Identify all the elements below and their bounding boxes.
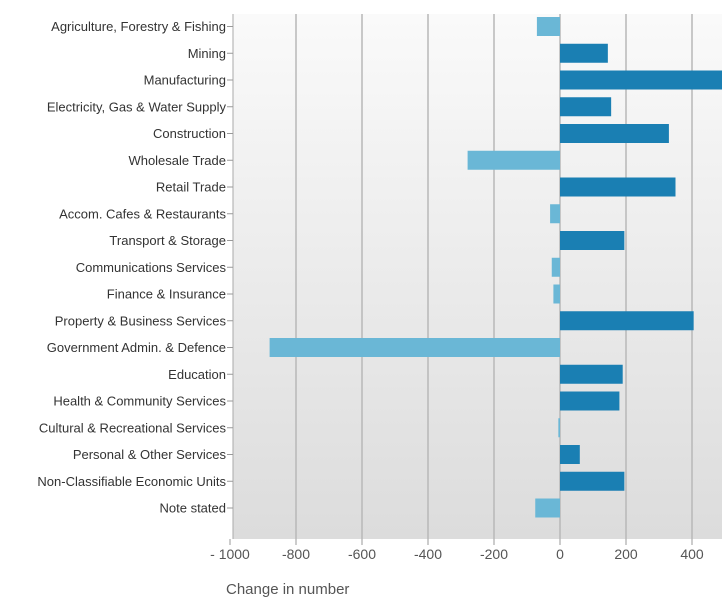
category-label: Personal & Other Services [73, 447, 227, 462]
category-label: Finance & Insurance [107, 287, 226, 302]
bar [551, 257, 560, 277]
bar [560, 43, 608, 63]
x-tick-label: -800 [282, 546, 310, 562]
bar [553, 284, 560, 304]
bar [560, 70, 722, 90]
category-label: Communications Services [76, 260, 227, 275]
bar [536, 17, 560, 36]
category-label: Property & Business Services [55, 313, 227, 328]
bar [550, 204, 560, 224]
x-axis: - 1000 -800 -600 -400 -200 0 200 400 [210, 539, 704, 562]
bar [560, 124, 669, 143]
bar [560, 471, 625, 491]
x-tick-label: -400 [414, 546, 442, 562]
x-axis-title: Change in number [226, 581, 349, 598]
bar [535, 498, 560, 518]
x-tick-label: 400 [680, 546, 704, 562]
category-label: Note stated [160, 501, 227, 516]
category-label: Accom. Cafes & Restaurants [59, 206, 226, 221]
bar [560, 364, 623, 384]
bar [560, 97, 612, 117]
category-label: Cultural & Recreational Services [39, 420, 227, 435]
category-label: Manufacturing [144, 73, 226, 88]
category-label: Education [168, 367, 226, 382]
x-tick-label: -600 [348, 546, 376, 562]
category-label: Wholesale Trade [128, 153, 226, 168]
category-label: Retail Trade [156, 180, 226, 195]
bar [560, 311, 694, 331]
bar [560, 231, 625, 250]
category-label: Non-Classifiable Economic Units [37, 474, 226, 489]
x-tick-label: 200 [614, 546, 638, 562]
bar [560, 391, 620, 411]
category-label: Transport & Storage [109, 233, 226, 248]
x-tick-label: 0 [556, 546, 564, 562]
category-label: Agriculture, Forestry & Fishing [51, 19, 226, 34]
bar [560, 177, 676, 197]
bar [560, 445, 580, 464]
category-label: Health & Community Services [53, 394, 226, 409]
category-label: Government Admin. & Defence [47, 340, 226, 355]
bars [269, 17, 722, 518]
bar [269, 338, 560, 357]
x-tick-label: -200 [480, 546, 508, 562]
bar [467, 150, 560, 170]
category-label: Mining [188, 46, 226, 61]
y-axis: Agriculture, Forestry & Fishing Mining Man… [37, 14, 234, 539]
plot-area [233, 14, 722, 539]
bar [558, 418, 560, 438]
x-tick-label: - 1000 [210, 546, 250, 562]
category-label: Construction [153, 126, 226, 141]
category-label: Electricity, Gas & Water Supply [47, 99, 227, 114]
